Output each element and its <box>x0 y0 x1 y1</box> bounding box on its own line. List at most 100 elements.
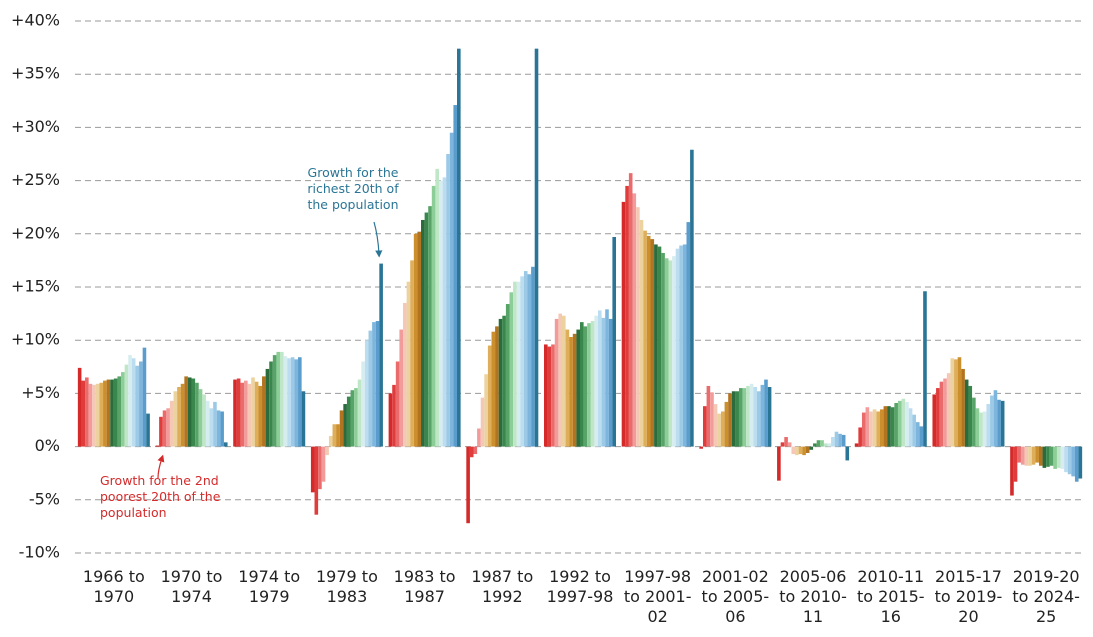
bar <box>328 435 333 447</box>
bar <box>961 368 965 447</box>
bar <box>915 422 920 447</box>
x-tick-label: 1970 to 1974 <box>160 567 223 606</box>
bar <box>1078 446 1083 479</box>
bar <box>1056 446 1061 468</box>
bar <box>1000 400 1005 447</box>
bar <box>159 416 163 447</box>
bar <box>975 408 980 447</box>
bar <box>887 406 891 447</box>
bar <box>1035 446 1039 463</box>
bar <box>823 443 828 447</box>
bar <box>572 333 577 447</box>
bar <box>209 408 214 447</box>
bar <box>298 357 302 447</box>
bar <box>421 219 425 447</box>
bar <box>449 132 454 447</box>
bar <box>162 410 167 447</box>
bar <box>841 434 846 447</box>
bar <box>728 393 732 447</box>
x-tick-label: 1966 to 1970 <box>82 567 145 606</box>
x-tick-label: 2010-11 to 2015-16 <box>856 567 925 626</box>
bar <box>562 315 566 447</box>
bar <box>554 318 559 447</box>
bar <box>901 398 906 447</box>
bar <box>283 356 288 447</box>
bar <box>672 256 676 447</box>
bar <box>350 390 355 447</box>
bar <box>1074 446 1079 482</box>
bar <box>413 233 418 447</box>
bar <box>544 344 548 447</box>
bar <box>912 414 916 447</box>
bar <box>480 397 485 447</box>
bar <box>982 411 987 447</box>
bar <box>473 446 478 455</box>
bar <box>487 345 492 447</box>
bar <box>594 315 598 447</box>
bar <box>103 380 107 447</box>
bar <box>621 201 626 447</box>
bar <box>760 384 765 447</box>
bar <box>883 406 888 447</box>
bar <box>135 365 140 447</box>
bar <box>346 396 351 447</box>
bar <box>272 355 277 447</box>
bar <box>997 399 1001 447</box>
bar <box>682 244 687 447</box>
bar <box>784 437 788 447</box>
bar <box>276 351 281 447</box>
bar <box>428 206 432 447</box>
bar <box>357 379 362 447</box>
bar <box>364 340 369 447</box>
x-tick-label: 1979 to 1983 <box>315 567 378 606</box>
y-tick-label: +10% <box>11 330 60 349</box>
bar <box>223 442 228 447</box>
bar <box>477 428 481 447</box>
bar <box>943 378 947 447</box>
bar <box>361 361 365 447</box>
bar <box>240 382 245 447</box>
bar <box>379 263 383 447</box>
bar <box>325 446 329 456</box>
bar <box>177 387 181 447</box>
bar <box>254 381 259 447</box>
bar <box>713 404 718 447</box>
bar <box>643 230 647 447</box>
bar <box>117 376 122 447</box>
bar <box>993 390 998 447</box>
bar <box>809 446 814 450</box>
bar <box>410 260 414 447</box>
bar <box>509 292 514 447</box>
bar <box>668 260 673 447</box>
bar <box>780 442 785 447</box>
bar <box>1049 446 1054 466</box>
x-tick-label: 2019-20 to 2024-25 <box>1012 567 1080 626</box>
bar <box>657 246 662 447</box>
bar <box>343 404 347 447</box>
bar <box>403 302 407 447</box>
bar <box>565 329 570 447</box>
bar <box>128 355 132 447</box>
x-tick-label: 1997-98 to 2001-02 <box>623 567 692 626</box>
bar <box>318 446 322 490</box>
bar <box>632 193 637 447</box>
bar <box>191 378 196 447</box>
bar <box>838 433 842 447</box>
bar <box>990 395 994 447</box>
bar <box>375 321 380 447</box>
bar <box>675 248 680 447</box>
bar <box>216 410 221 447</box>
bar <box>601 317 606 447</box>
bar <box>834 431 839 447</box>
x-tick-label: 2001-02 to 2005-06 <box>701 567 770 626</box>
bar <box>580 322 584 447</box>
bar <box>1071 446 1075 477</box>
x-tick-label: 1992 to 1997-98 <box>546 567 614 606</box>
bar <box>1017 446 1021 463</box>
bar <box>113 378 118 447</box>
annotation: Growth for the richest 20th of the popul… <box>307 165 399 212</box>
bar <box>583 326 588 447</box>
bar <box>646 235 651 447</box>
bar <box>590 321 595 447</box>
bar <box>491 331 496 447</box>
